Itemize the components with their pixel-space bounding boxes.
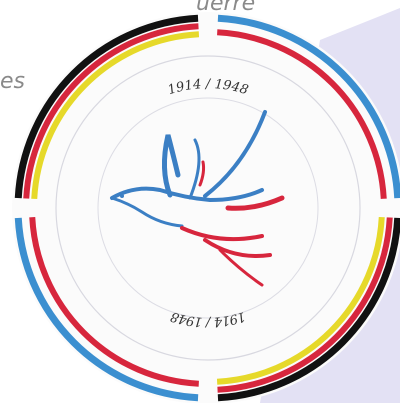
screenshot: 1914 / 1948 1914 / 1948 uerre es <box>0 0 400 403</box>
dove-eye <box>120 194 124 198</box>
background-text: es <box>0 69 25 94</box>
background-text: uerre <box>196 0 255 16</box>
